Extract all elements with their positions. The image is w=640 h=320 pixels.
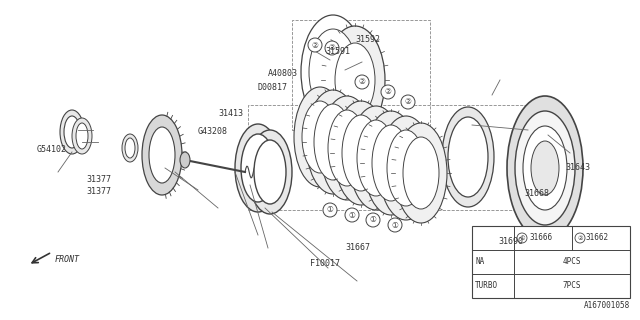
- Text: G54102: G54102: [37, 146, 67, 155]
- Circle shape: [355, 75, 369, 89]
- Ellipse shape: [448, 117, 488, 197]
- Text: 31592: 31592: [355, 36, 380, 44]
- Ellipse shape: [507, 96, 583, 240]
- Ellipse shape: [301, 15, 365, 129]
- Text: 31591: 31591: [325, 47, 350, 57]
- Ellipse shape: [387, 130, 425, 206]
- Text: 31666: 31666: [529, 234, 552, 243]
- Circle shape: [308, 38, 322, 52]
- Text: ②: ②: [358, 77, 365, 86]
- Text: 31667: 31667: [346, 244, 371, 252]
- Ellipse shape: [372, 125, 410, 201]
- Ellipse shape: [325, 26, 385, 134]
- Ellipse shape: [235, 124, 281, 212]
- Ellipse shape: [531, 141, 559, 195]
- Ellipse shape: [241, 134, 275, 202]
- Ellipse shape: [320, 96, 374, 200]
- Ellipse shape: [515, 111, 575, 225]
- Text: A40803: A40803: [268, 68, 298, 77]
- Circle shape: [345, 208, 359, 222]
- Text: ②: ②: [404, 98, 412, 107]
- Text: 7PCS: 7PCS: [563, 282, 581, 291]
- Ellipse shape: [294, 87, 346, 187]
- Ellipse shape: [314, 104, 352, 180]
- Text: ①: ①: [326, 205, 333, 214]
- Text: 4PCS: 4PCS: [563, 258, 581, 267]
- Text: TURBO: TURBO: [475, 282, 498, 291]
- Ellipse shape: [306, 90, 360, 194]
- Ellipse shape: [442, 107, 494, 207]
- Text: A167001058: A167001058: [584, 301, 630, 310]
- Text: F10017: F10017: [310, 260, 340, 268]
- Text: ①: ①: [369, 215, 376, 225]
- Text: 31690: 31690: [498, 237, 523, 246]
- Ellipse shape: [335, 43, 375, 117]
- Circle shape: [401, 95, 415, 109]
- Ellipse shape: [60, 110, 84, 154]
- Text: ①: ①: [519, 236, 525, 241]
- Ellipse shape: [72, 118, 92, 154]
- Text: G43208: G43208: [198, 127, 228, 137]
- Text: NA: NA: [475, 258, 484, 267]
- Text: 31377: 31377: [86, 188, 111, 196]
- Ellipse shape: [248, 130, 292, 214]
- Ellipse shape: [342, 115, 380, 191]
- Circle shape: [381, 85, 395, 99]
- Ellipse shape: [403, 137, 439, 209]
- Text: ②: ②: [312, 41, 319, 50]
- Ellipse shape: [302, 101, 338, 173]
- Text: 31413: 31413: [218, 108, 243, 117]
- Text: ②: ②: [328, 44, 335, 52]
- Ellipse shape: [149, 127, 175, 183]
- Circle shape: [517, 233, 527, 243]
- Text: D00817: D00817: [257, 84, 287, 92]
- Text: 31662: 31662: [586, 234, 609, 243]
- Ellipse shape: [309, 29, 357, 115]
- Circle shape: [388, 218, 402, 232]
- Circle shape: [323, 203, 337, 217]
- Circle shape: [366, 213, 380, 227]
- Ellipse shape: [254, 140, 286, 204]
- Text: FRONT: FRONT: [55, 255, 80, 265]
- Text: 31643: 31643: [565, 164, 590, 172]
- Ellipse shape: [64, 116, 80, 148]
- Text: ②: ②: [577, 236, 583, 241]
- Ellipse shape: [379, 116, 433, 220]
- Ellipse shape: [125, 138, 135, 158]
- Ellipse shape: [395, 123, 447, 223]
- Circle shape: [575, 233, 585, 243]
- Text: ①: ①: [392, 220, 399, 229]
- Bar: [472, 226, 630, 298]
- Ellipse shape: [122, 134, 138, 162]
- Ellipse shape: [328, 110, 366, 186]
- Ellipse shape: [357, 120, 395, 196]
- Ellipse shape: [142, 115, 182, 195]
- Text: ②: ②: [385, 87, 392, 97]
- Circle shape: [325, 41, 339, 55]
- Ellipse shape: [349, 106, 403, 210]
- Ellipse shape: [180, 152, 190, 168]
- Text: ①: ①: [349, 211, 355, 220]
- Ellipse shape: [523, 126, 567, 210]
- Ellipse shape: [364, 111, 418, 215]
- Ellipse shape: [76, 123, 88, 149]
- Ellipse shape: [334, 101, 388, 205]
- Text: 31668: 31668: [524, 188, 549, 197]
- Text: 31377: 31377: [86, 175, 111, 185]
